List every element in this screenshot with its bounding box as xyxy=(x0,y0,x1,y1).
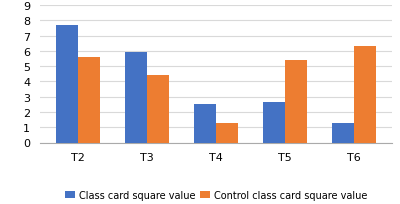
Bar xyxy=(194,104,216,143)
Bar xyxy=(216,124,238,143)
Bar xyxy=(125,53,147,143)
Bar xyxy=(332,123,354,143)
Legend: Class card square value, Control class card square value: Class card square value, Control class c… xyxy=(61,186,371,204)
Bar xyxy=(263,103,285,143)
Bar xyxy=(56,26,78,143)
Bar xyxy=(78,58,100,143)
Bar xyxy=(285,61,307,143)
Bar xyxy=(354,46,376,143)
Bar xyxy=(147,75,169,143)
